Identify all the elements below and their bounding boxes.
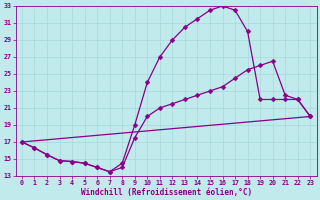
X-axis label: Windchill (Refroidissement éolien,°C): Windchill (Refroidissement éolien,°C) (81, 188, 252, 197)
